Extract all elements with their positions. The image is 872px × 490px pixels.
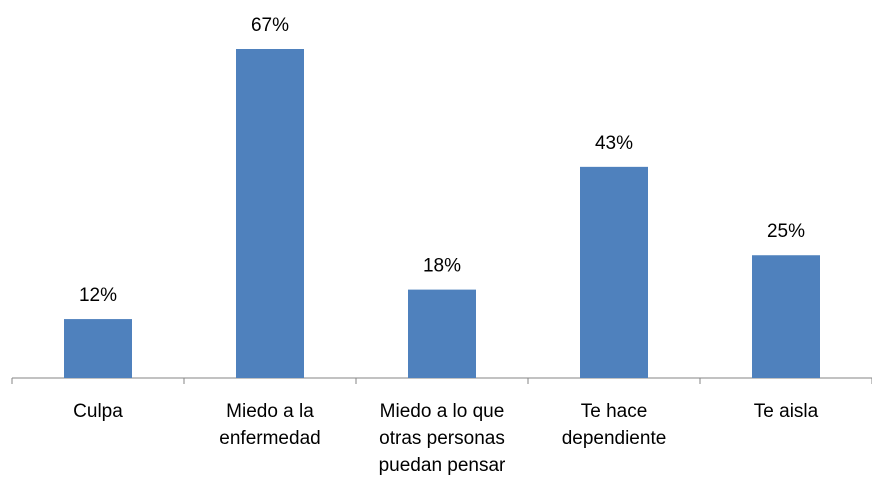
- x-tick-label: Te hace dependiente: [561, 401, 667, 449]
- x-tick-label: Culpa: [73, 401, 123, 422]
- x-tick-label: Miedo a la enfermedad: [219, 401, 321, 449]
- bar: [580, 166, 648, 378]
- data-label: 67%: [251, 15, 289, 36]
- data-label: 25%: [767, 221, 805, 242]
- data-label: 18%: [423, 256, 461, 277]
- bar: [64, 319, 132, 378]
- data-label: 12%: [79, 285, 117, 306]
- bar: [752, 255, 820, 378]
- data-label: 43%: [595, 133, 633, 154]
- x-tick-label: Miedo a lo que otras personas puedan pen…: [378, 401, 506, 476]
- x-tick-label: Te aisla: [753, 401, 819, 422]
- bar: [408, 289, 476, 378]
- bar: [236, 49, 304, 378]
